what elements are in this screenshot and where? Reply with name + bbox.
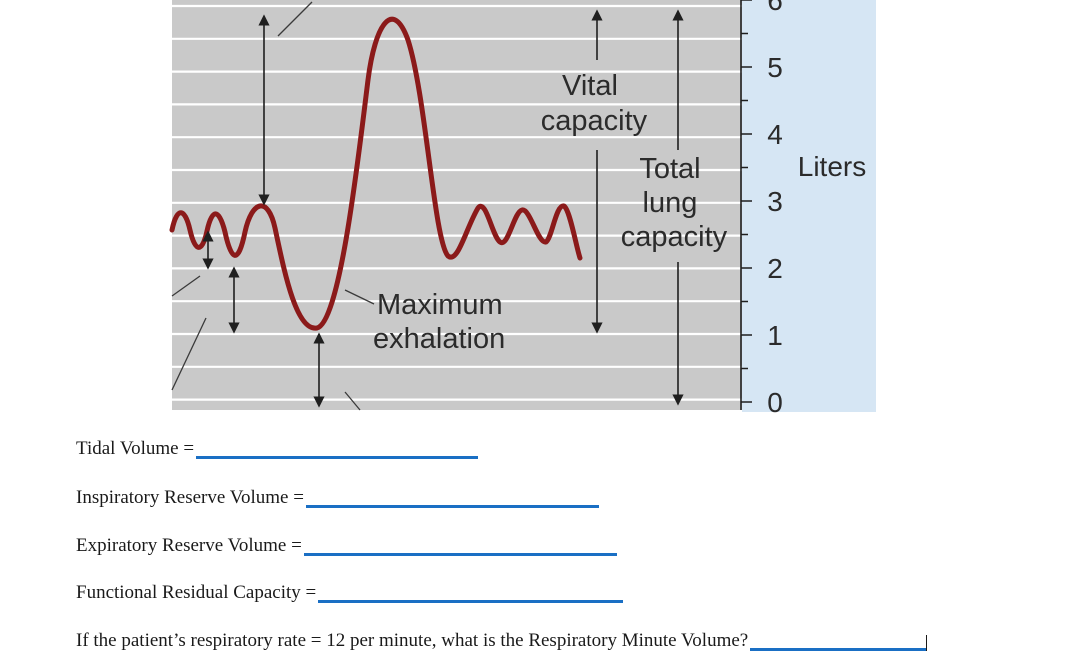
- irv-question: Inspiratory Reserve Volume =: [76, 487, 599, 509]
- axis-ticks: 6 5 4 3 2 1 0: [741, 0, 783, 418]
- volume-arrows: [202, 9, 684, 408]
- minute-volume-answer-field[interactable]: [750, 648, 927, 651]
- erv-question: Expiratory Reserve Volume =: [76, 535, 617, 557]
- erv-label: Expiratory Reserve Volume =: [76, 535, 302, 556]
- minute-volume-label: If the patient’s respiratory rate = 12 p…: [76, 630, 749, 651]
- irv-label: Inspiratory Reserve Volume =: [76, 487, 304, 508]
- liters-axis-label: Liters: [798, 151, 866, 182]
- axis-tick-label: 1: [767, 320, 783, 351]
- total-lung-capacity-label: Total lung capacity: [621, 153, 728, 253]
- frc-question: Functional Residual Capacity =: [76, 582, 624, 604]
- irv-answer-field[interactable]: [305, 505, 599, 508]
- tidal-volume-answer-field[interactable]: [196, 456, 479, 459]
- answer-end-mark: [926, 635, 928, 651]
- axis-tick-label: 0: [767, 387, 783, 418]
- axis-tick-label: 3: [767, 186, 783, 217]
- frc-answer-field[interactable]: [318, 600, 624, 603]
- lung-volume-diagram: Vital capacity Total lung capacity Maxim…: [169, 0, 876, 418]
- tidal-volume-question: Tidal Volume =: [76, 438, 479, 460]
- volume-curve: [169, 16, 583, 331]
- maximum-exhalation-leader: [344, 289, 375, 305]
- axis-tick-label: 5: [767, 52, 783, 83]
- leader-lines: [171, 1, 361, 411]
- maximum-exhalation-label: Maximum exhalation: [373, 289, 511, 355]
- minute-volume-question: If the patient’s respiratory rate = 12 p…: [76, 630, 928, 652]
- axis-tick-label: 2: [767, 253, 783, 284]
- axis-tick-label: 6: [767, 0, 783, 16]
- erv-answer-field[interactable]: [303, 553, 617, 556]
- tidal-volume-label: Tidal Volume =: [76, 438, 195, 459]
- axis-panel: [742, 0, 876, 412]
- frc-label: Functional Residual Capacity =: [76, 582, 317, 603]
- vital-capacity-label: Vital capacity: [541, 70, 648, 137]
- axis-tick-label: 4: [767, 119, 783, 150]
